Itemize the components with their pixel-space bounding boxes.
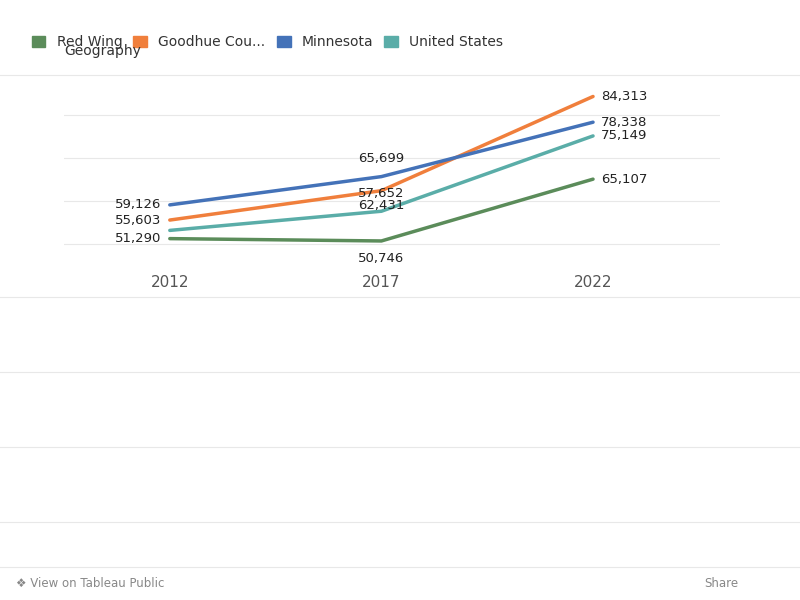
Text: 50,746: 50,746 [358,252,405,265]
Text: ❖ View on Tableau Public: ❖ View on Tableau Public [16,577,164,590]
Text: Share: Share [704,577,738,590]
Legend: Red Wing, Goodhue Cou..., Minnesota, United States: Red Wing, Goodhue Cou..., Minnesota, Uni… [31,35,503,49]
Text: 62,431: 62,431 [358,199,405,212]
Text: 75,149: 75,149 [602,130,648,142]
Text: 65,699: 65,699 [358,152,405,166]
Text: Geography: Geography [64,44,141,58]
Text: 65,107: 65,107 [602,173,648,185]
Text: 59,126: 59,126 [115,199,162,211]
Text: 55,603: 55,603 [115,214,162,227]
Text: 51,290: 51,290 [115,232,162,245]
Text: 84,313: 84,313 [602,90,648,103]
Text: 57,652: 57,652 [358,187,405,200]
Text: 78,338: 78,338 [602,116,648,128]
